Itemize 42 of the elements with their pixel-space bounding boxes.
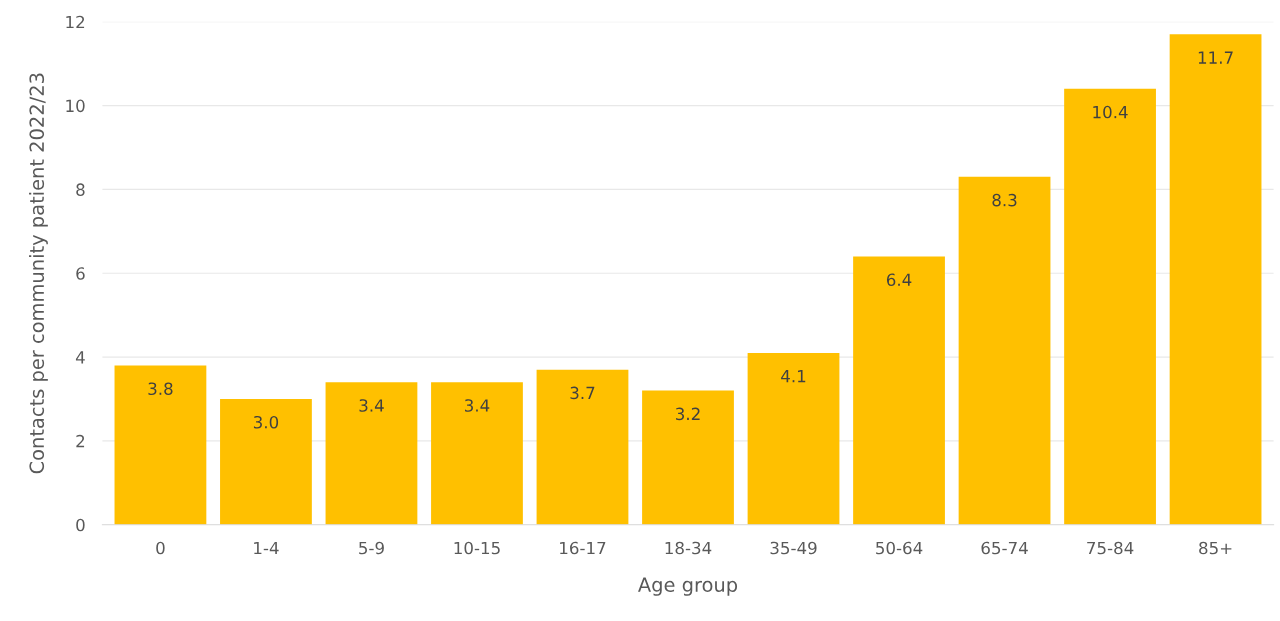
x-tick-label: 1-4 — [254, 541, 279, 555]
x-tick-label: 0 — [156, 541, 165, 555]
bar — [220, 398, 312, 525]
x-tick-label: 65-74 — [981, 541, 1028, 555]
x-tick-label: 50-64 — [876, 541, 923, 555]
data-label: 8.3 — [992, 193, 1017, 207]
bar — [642, 390, 734, 525]
x-tick-label: 85+ — [1199, 541, 1232, 555]
data-label: 3.4 — [464, 399, 490, 412]
x-axis-title: Age group — [638, 577, 738, 596]
bar — [958, 176, 1051, 525]
y-axis-title: Contacts per community patient 2022/23 — [29, 73, 48, 474]
data-label: 3.0 — [253, 415, 279, 429]
x-tick-label: 75-84 — [1087, 541, 1134, 555]
bar — [853, 256, 945, 525]
bar — [1169, 34, 1262, 525]
y-tick-label: 4 — [75, 351, 85, 364]
y-tick-label: 0 — [76, 518, 85, 532]
x-tick-label: 18-34 — [665, 541, 712, 555]
data-label: 10.4 — [1093, 105, 1128, 119]
x-tick-label: 5-9 — [359, 541, 384, 555]
bar — [747, 352, 840, 525]
data-label: 11.7 — [1198, 51, 1233, 64]
data-label: 3.8 — [148, 382, 173, 396]
x-tick-label: 10-15 — [454, 541, 500, 555]
data-label: 6.4 — [886, 273, 912, 287]
bar — [114, 365, 207, 525]
y-tick-label: 10 — [66, 99, 85, 113]
data-label: 4.1 — [781, 370, 806, 383]
y-tick-label: 2 — [76, 434, 85, 448]
bar — [325, 382, 418, 525]
bar — [536, 369, 629, 525]
bar — [431, 382, 523, 525]
bar — [1064, 88, 1156, 525]
data-label: 3.7 — [570, 386, 595, 400]
data-label: 3.4 — [359, 399, 384, 412]
y-tick-label: 8 — [76, 183, 85, 196]
x-tick-label: 16-17 — [560, 541, 606, 555]
data-label: 3.2 — [676, 407, 700, 421]
y-tick-label: 6 — [76, 267, 85, 280]
y-tick-label: 12 — [66, 15, 85, 29]
x-tick-label: 35-49 — [770, 541, 817, 555]
